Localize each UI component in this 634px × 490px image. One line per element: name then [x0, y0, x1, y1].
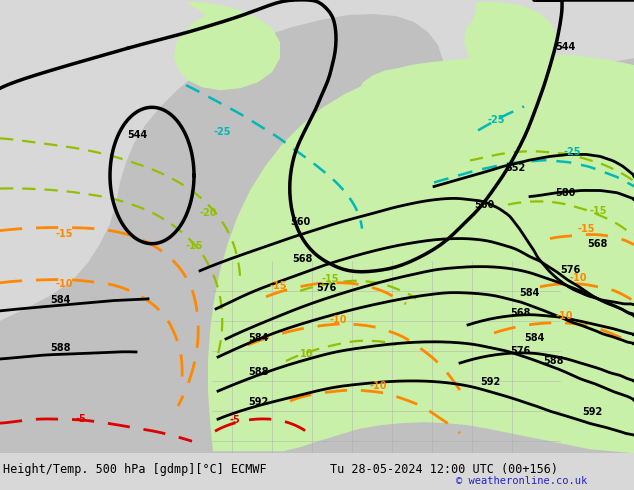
Text: -5: -5 [230, 415, 241, 425]
Text: 568: 568 [292, 254, 313, 264]
Text: 560: 560 [290, 217, 310, 226]
Text: -10: -10 [330, 315, 347, 325]
Text: 10: 10 [300, 349, 313, 359]
Text: © weatheronline.co.uk: © weatheronline.co.uk [456, 476, 588, 486]
Polygon shape [208, 54, 634, 453]
Text: Height/Temp. 500 hPa [gdmp][°C] ECMWF: Height/Temp. 500 hPa [gdmp][°C] ECMWF [3, 463, 267, 476]
Text: -15: -15 [186, 241, 204, 251]
Text: Tu 28-05-2024 12:00 UTC (00+156): Tu 28-05-2024 12:00 UTC (00+156) [330, 463, 558, 476]
Text: 580: 580 [555, 188, 576, 197]
Text: -15: -15 [590, 206, 607, 216]
Text: 588: 588 [50, 343, 70, 353]
Text: 576: 576 [560, 265, 580, 275]
Text: 584: 584 [519, 288, 540, 298]
Text: 588: 588 [248, 367, 269, 377]
Text: -10: -10 [570, 273, 588, 283]
Text: 568: 568 [587, 239, 607, 249]
Text: -5: -5 [75, 414, 86, 424]
Text: 592: 592 [582, 407, 602, 417]
Text: 576: 576 [510, 346, 530, 356]
Polygon shape [174, 2, 280, 90]
Text: 544: 544 [555, 42, 575, 52]
Text: -10: -10 [370, 381, 387, 391]
Text: 568: 568 [510, 308, 531, 318]
Polygon shape [464, 2, 556, 74]
Text: -15: -15 [578, 223, 595, 234]
Text: 584: 584 [524, 333, 545, 343]
Text: -25: -25 [214, 127, 231, 137]
Text: 588: 588 [543, 356, 564, 366]
Text: -10: -10 [56, 279, 74, 289]
Text: 576: 576 [316, 283, 336, 293]
Text: 560: 560 [474, 199, 495, 210]
Text: 584: 584 [50, 295, 70, 305]
Text: -15: -15 [270, 281, 287, 291]
Text: -25: -25 [488, 115, 505, 125]
Text: 592: 592 [248, 397, 268, 407]
Text: -25: -25 [563, 147, 581, 157]
Text: -15: -15 [322, 274, 339, 284]
Text: -20: -20 [200, 208, 217, 218]
Text: 544: 544 [127, 130, 147, 140]
Text: 592: 592 [480, 377, 500, 387]
Text: -10: -10 [556, 311, 574, 321]
Text: 584: 584 [248, 333, 268, 343]
Polygon shape [0, 14, 634, 453]
Text: -15: -15 [56, 229, 74, 239]
Text: 552: 552 [505, 164, 525, 173]
